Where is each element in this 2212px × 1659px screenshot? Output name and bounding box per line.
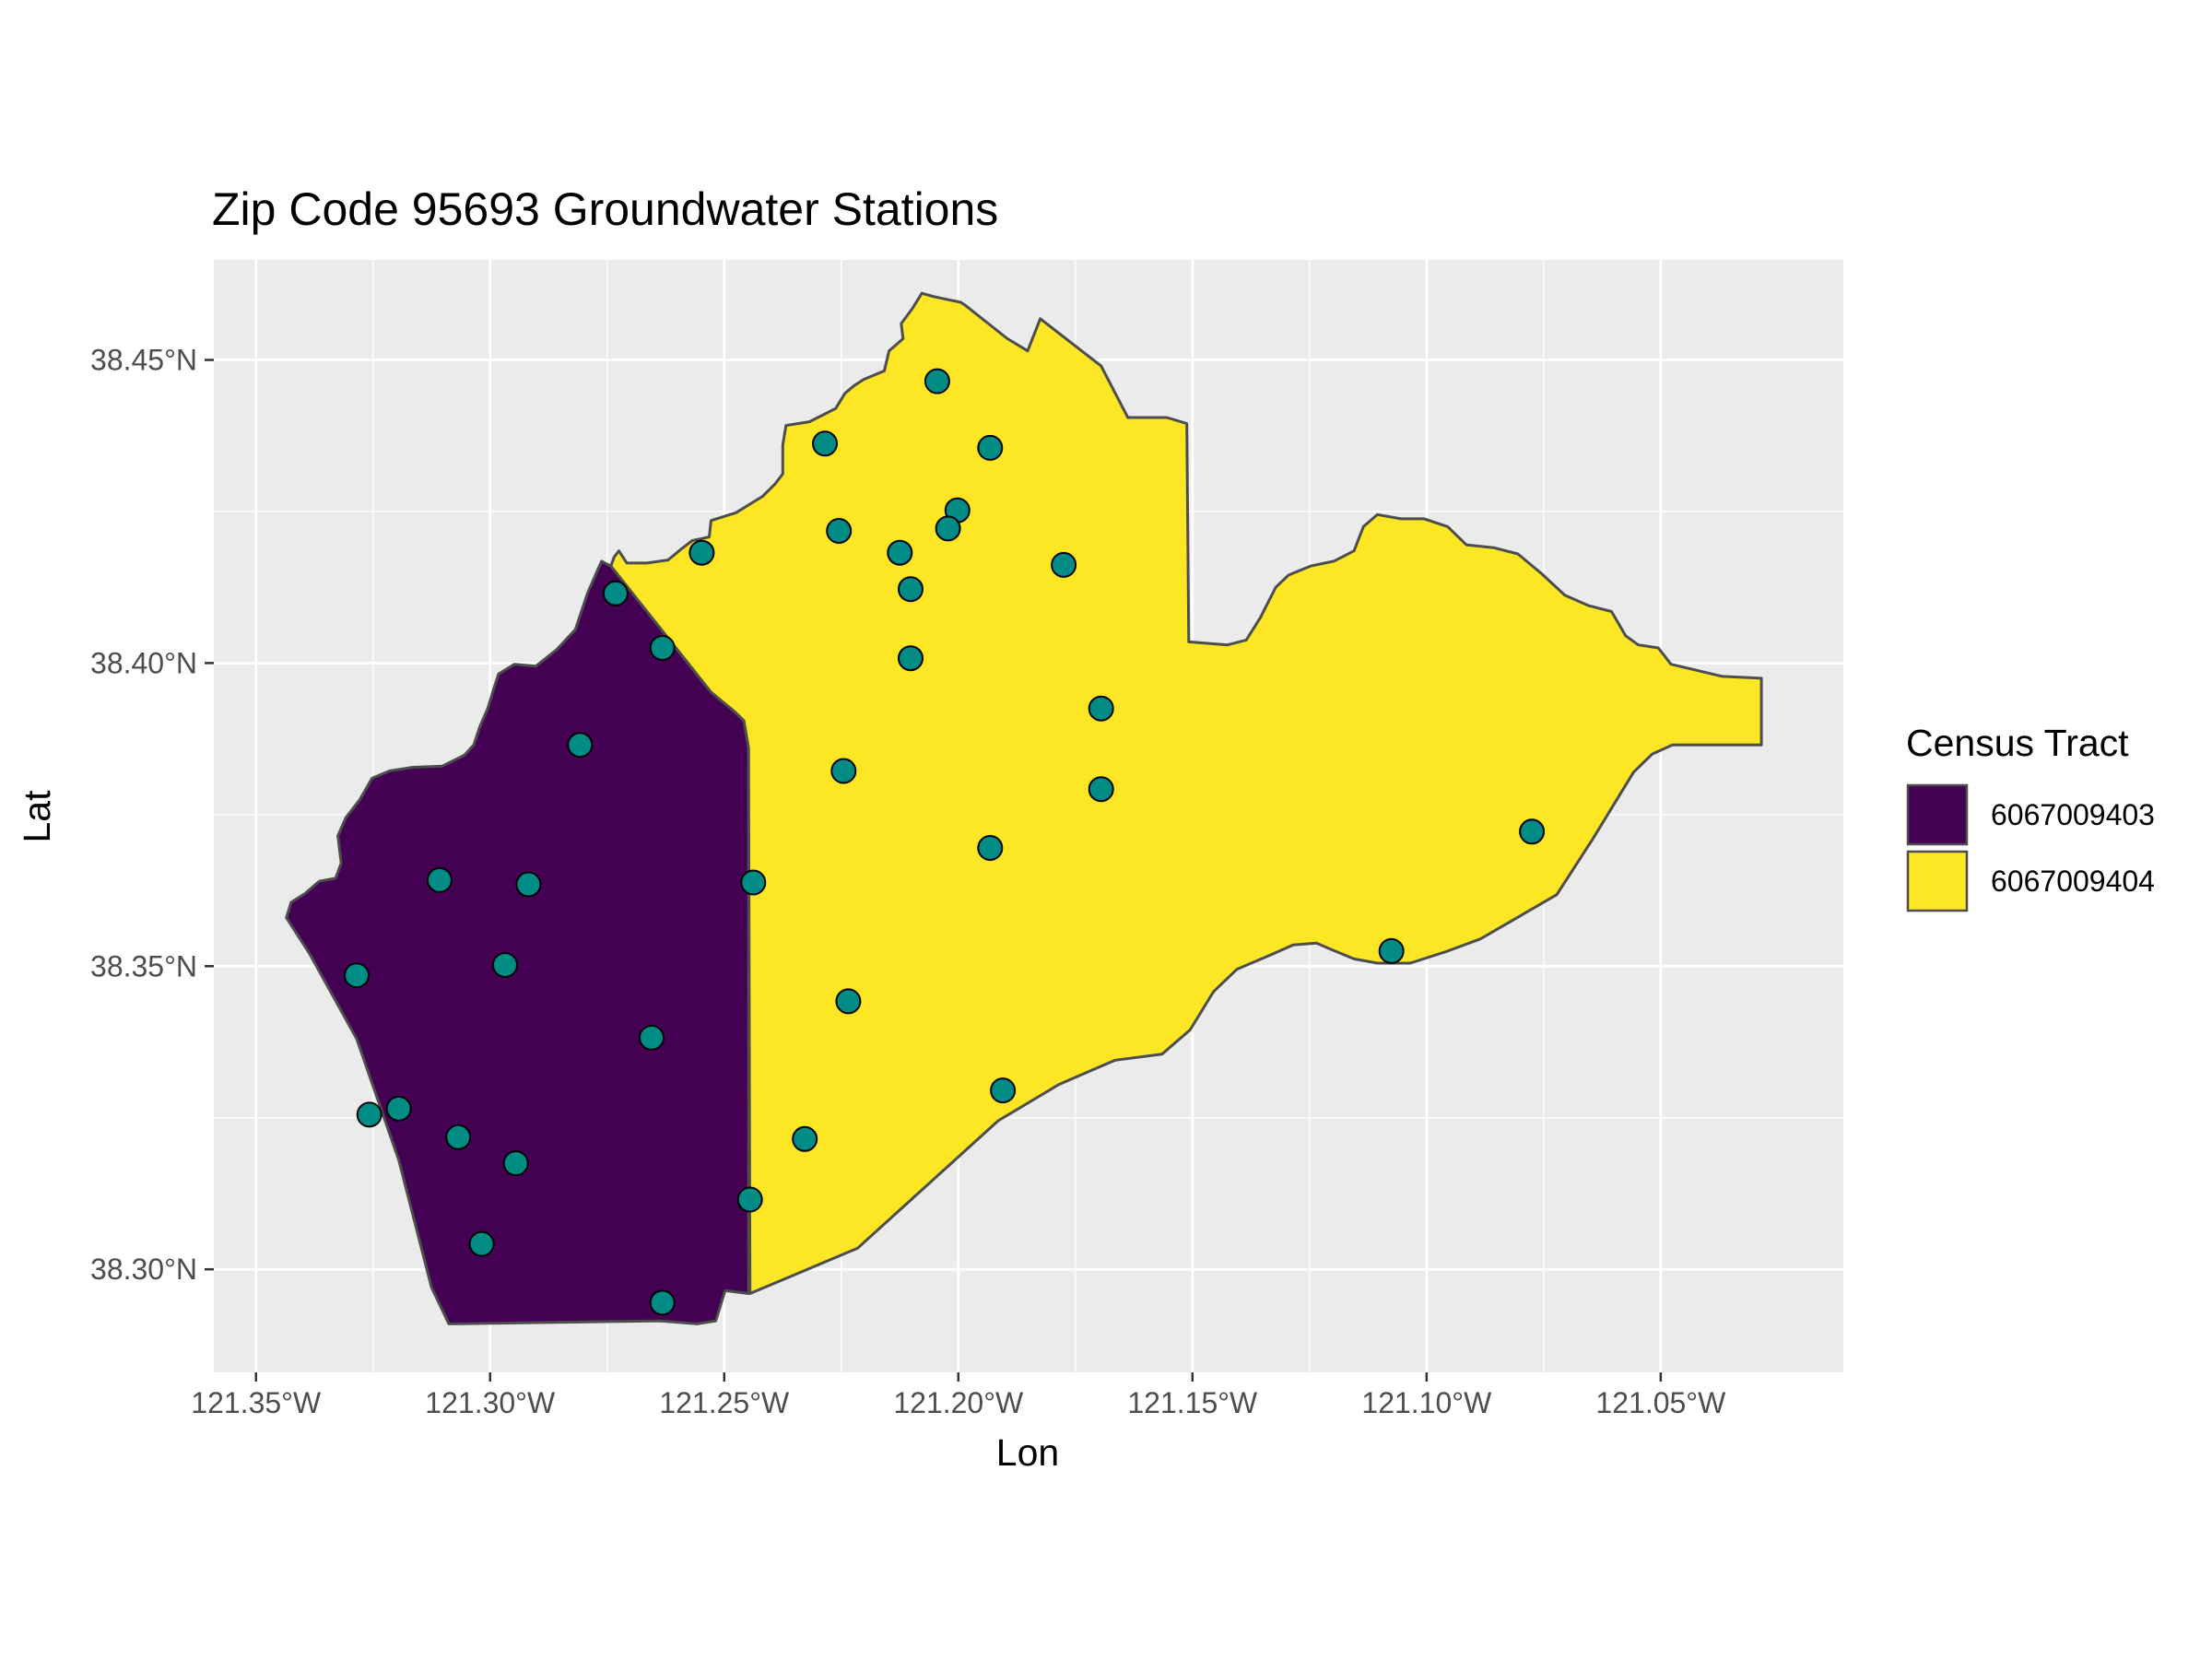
station-point (792, 1125, 818, 1152)
station-point (1519, 818, 1546, 845)
station-point (468, 1230, 495, 1257)
x-tick-label: 121.35°W (191, 1386, 322, 1419)
station-point (826, 518, 853, 544)
station-point (356, 1101, 382, 1128)
station-point (515, 871, 542, 898)
y-axis: 38.30°N 38.35°N 38.40°N 38.45°N (90, 344, 214, 1286)
station-point (887, 539, 913, 566)
station-point (924, 368, 950, 394)
legend-label-6067009404: 6067009404 (1991, 865, 2155, 898)
y-tick-label: 38.35°N (90, 949, 197, 982)
y-axis-title: Lat (16, 790, 58, 843)
station-point (736, 1186, 763, 1213)
x-tick-label: 121.30°W (425, 1386, 556, 1419)
station-point (502, 1150, 529, 1177)
x-tick-label: 121.10°W (1361, 1386, 1492, 1419)
station-point (977, 835, 1004, 861)
station-point (1051, 551, 1077, 578)
y-tick-label: 38.45°N (90, 344, 197, 377)
station-point (812, 430, 838, 457)
x-tick-label: 121.05°W (1595, 1386, 1726, 1419)
station-point (835, 988, 862, 1015)
x-axis: 121.35°W 121.30°W 121.25°W 121.20°W 121.15°W… (191, 1372, 1726, 1419)
legend-title: Census Tract (1906, 722, 2129, 764)
x-tick-label: 121.15°W (1127, 1386, 1258, 1419)
station-point (1378, 937, 1405, 964)
station-point (492, 952, 518, 978)
station-point (639, 1024, 665, 1051)
plot-title: Zip Code 95693 Groundwater Stations (212, 183, 998, 235)
station-point (898, 645, 924, 672)
station-point (385, 1095, 412, 1122)
station-point (602, 580, 629, 606)
station-point (649, 1289, 676, 1316)
station-point (830, 758, 857, 784)
legend-swatch-6067009403 (1906, 783, 1969, 846)
station-points (344, 368, 1546, 1316)
x-tick-label: 121.25°W (659, 1386, 790, 1419)
station-point (898, 576, 924, 603)
x-axis-title: Lon (996, 1431, 1059, 1474)
station-point (649, 635, 676, 661)
legend-label-6067009403: 6067009403 (1991, 798, 2155, 831)
station-point (688, 539, 715, 566)
station-point (567, 732, 594, 759)
station-point (344, 962, 370, 989)
station-point (1088, 695, 1114, 722)
station-point (445, 1124, 472, 1150)
station-point (426, 866, 453, 893)
y-tick-label: 38.40°N (90, 646, 197, 679)
census-tract-6067009403 (285, 559, 750, 1325)
legend-swatch-6067009404 (1906, 850, 1969, 912)
legend: Census Tract 6067009403 6067009404 (1906, 722, 2155, 912)
station-point (990, 1077, 1017, 1104)
station-point (935, 515, 961, 542)
x-tick-label: 121.20°W (893, 1386, 1024, 1419)
station-point (1088, 776, 1114, 803)
station-point (740, 869, 767, 896)
y-tick-label: 38.30°N (90, 1253, 197, 1286)
station-point (977, 434, 1004, 461)
